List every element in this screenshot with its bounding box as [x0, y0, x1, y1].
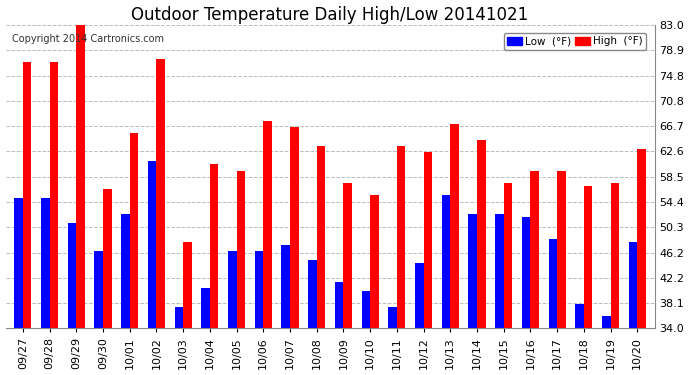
Bar — [41, 198, 50, 328]
Bar — [255, 251, 264, 328]
Bar — [362, 291, 370, 328]
Bar — [282, 245, 290, 328]
Bar — [415, 263, 424, 328]
Bar — [121, 214, 130, 328]
Bar — [308, 260, 317, 328]
Bar — [477, 140, 486, 328]
Bar — [290, 127, 299, 328]
Bar — [201, 288, 210, 328]
Bar — [344, 183, 352, 328]
Title: Outdoor Temperature Daily High/Low 20141021: Outdoor Temperature Daily High/Low 20141… — [131, 6, 529, 24]
Bar — [469, 214, 477, 328]
Bar — [629, 242, 638, 328]
Bar — [335, 282, 344, 328]
Bar — [504, 183, 512, 328]
Bar — [264, 121, 272, 328]
Bar — [183, 242, 192, 328]
Bar — [531, 171, 539, 328]
Bar — [522, 217, 531, 328]
Bar — [584, 186, 592, 328]
Bar — [157, 59, 165, 328]
Bar — [237, 171, 245, 328]
Bar — [50, 62, 58, 328]
Bar — [442, 195, 451, 328]
Bar — [95, 251, 103, 328]
Bar — [210, 164, 219, 328]
Bar — [451, 124, 459, 328]
Bar — [575, 303, 584, 328]
Bar — [611, 183, 619, 328]
Bar — [77, 16, 85, 328]
Bar — [424, 152, 432, 328]
Text: Copyright 2014 Cartronics.com: Copyright 2014 Cartronics.com — [12, 34, 164, 44]
Bar — [317, 146, 325, 328]
Bar — [370, 195, 379, 328]
Bar — [130, 134, 138, 328]
Legend: Low  (°F), High  (°F): Low (°F), High (°F) — [504, 33, 646, 50]
Bar — [638, 149, 646, 328]
Bar — [23, 62, 32, 328]
Bar — [103, 189, 112, 328]
Bar — [549, 238, 557, 328]
Bar — [602, 316, 611, 328]
Bar — [175, 307, 183, 328]
Bar — [557, 171, 566, 328]
Bar — [228, 251, 237, 328]
Bar — [148, 161, 157, 328]
Bar — [397, 146, 406, 328]
Bar — [495, 214, 504, 328]
Bar — [68, 223, 77, 328]
Bar — [14, 198, 23, 328]
Bar — [388, 307, 397, 328]
